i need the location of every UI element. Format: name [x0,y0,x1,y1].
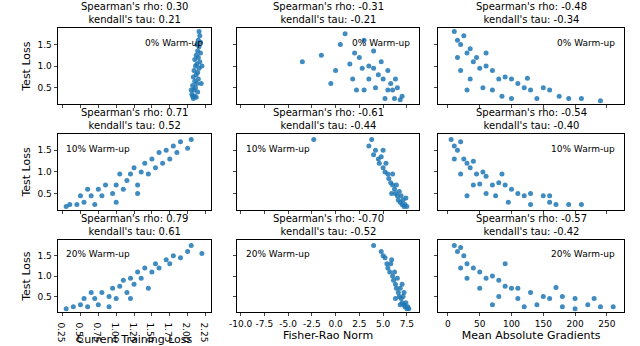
svg-text:Spearman's rho: -0.54kendall's: Spearman's rho: -0.54kendall's tau: -0.4… [476,107,587,131]
svg-text:20% Warm-up: 20% Warm-up [246,249,310,259]
svg-text:0.0: 0.0 [328,319,343,329]
svg-text:150: 150 [535,319,552,329]
svg-text:10% Warm-up: 10% Warm-up [246,144,310,154]
svg-text:2.00: 2.00 [181,322,191,342]
svg-text:Test Loss: Test Loss [20,251,33,302]
svg-text:Mean Absolute Gradients: Mean Absolute Gradients [462,329,601,342]
svg-text:-2.5: -2.5 [303,319,321,329]
svg-text:5.0: 5.0 [376,319,391,329]
svg-text:2.5: 2.5 [352,319,366,329]
svg-text:Spearman's rho: 0.30kendall's: Spearman's rho: 0.30kendall's tau: 0.21 [81,1,188,25]
svg-text:1.75: 1.75 [163,322,173,342]
svg-text:2.25: 2.25 [199,322,209,342]
svg-text:0.25: 0.25 [56,322,66,342]
svg-text:-7.5: -7.5 [256,319,274,329]
svg-text:50: 50 [474,319,486,329]
svg-text:Spearman's rho: 0.79kendall's: Spearman's rho: 0.79kendall's tau: 0.61 [81,213,188,237]
svg-text:20% Warm-up: 20% Warm-up [551,249,615,259]
svg-text:Spearman's rho: -0.57kendall's: Spearman's rho: -0.57kendall's tau: -0.4… [476,213,587,237]
svg-text:-5.0: -5.0 [279,319,297,329]
svg-text:0% Warm-up: 0% Warm-up [145,38,203,48]
svg-text:20% Warm-up: 20% Warm-up [66,249,130,259]
svg-text:0: 0 [445,319,451,329]
svg-text:1.0: 1.0 [37,167,52,177]
svg-text:1.25: 1.25 [128,322,138,342]
svg-text:10% Warm-up: 10% Warm-up [66,144,130,154]
svg-text:Spearman's rho: -0.70kendall's: Spearman's rho: -0.70kendall's tau: -0.5… [273,213,384,237]
svg-text:10% Warm-up: 10% Warm-up [551,144,615,154]
svg-text:0% Warm-up: 0% Warm-up [557,38,615,48]
svg-text:1.50: 1.50 [145,322,155,342]
svg-text:250: 250 [598,319,615,329]
svg-text:0.75: 0.75 [92,322,102,342]
svg-text:Test Loss: Test Loss [20,147,33,198]
svg-text:1.5: 1.5 [37,145,51,155]
svg-text:0.5: 0.5 [37,83,51,93]
svg-text:Fisher-Rao Norm: Fisher-Rao Norm [283,329,373,342]
svg-text:0.5: 0.5 [37,292,51,302]
svg-text:1.0: 1.0 [37,61,52,71]
svg-text:0% Warm-up: 0% Warm-up [352,38,410,48]
svg-text:Spearman's rho: 0.71kendall's: Spearman's rho: 0.71kendall's tau: 0.52 [81,107,188,131]
svg-text:0.50: 0.50 [74,322,84,342]
svg-text:Spearman's rho: -0.48kendall's: Spearman's rho: -0.48kendall's tau: -0.3… [476,1,587,25]
svg-text:100: 100 [503,319,520,329]
svg-text:200: 200 [566,319,583,329]
svg-text:Current Training Loss: Current Training Loss [76,333,192,346]
svg-text:1.00: 1.00 [110,322,120,342]
svg-text:0.5: 0.5 [37,189,51,199]
svg-text:1.5: 1.5 [37,251,51,261]
svg-text:-10.0: -10.0 [229,319,253,329]
svg-text:1.0: 1.0 [37,271,52,281]
svg-text:Spearman's rho: -0.31kendall's: Spearman's rho: -0.31kendall's tau: -0.2… [273,1,384,25]
svg-text:Test Loss: Test Loss [20,41,33,92]
svg-text:7.5: 7.5 [400,319,414,329]
svg-text:Spearman's rho: -0.61kendall's: Spearman's rho: -0.61kendall's tau: -0.4… [273,107,384,131]
svg-text:1.5: 1.5 [37,40,51,50]
